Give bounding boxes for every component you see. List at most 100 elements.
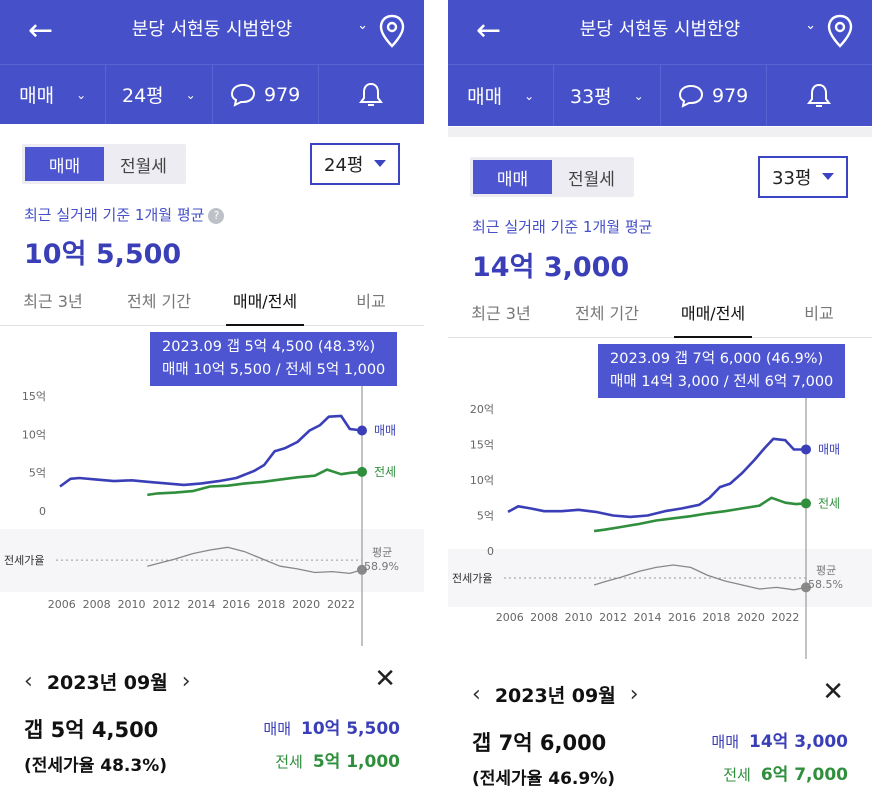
segment-sale[interactable]: 매매 xyxy=(473,160,552,194)
sale-value: 14억 3,000 xyxy=(749,732,848,752)
chevron-right-icon[interactable]: › xyxy=(181,669,191,694)
x-tick-label: 2006 xyxy=(48,598,76,611)
panel-gutter xyxy=(424,0,448,797)
avg-label: 최근 실거래 기준 1개월 평균? xyxy=(24,204,225,225)
size-select[interactable]: 33평 ⌄ xyxy=(554,65,661,126)
comments-button[interactable]: 979 xyxy=(661,65,767,126)
lease-key: 전세 xyxy=(275,753,303,771)
alert-button[interactable] xyxy=(767,65,872,126)
size-dropdown[interactable]: 33평 xyxy=(758,156,848,198)
chevron-left-icon[interactable]: ‹ xyxy=(472,682,481,707)
arrow-left-icon[interactable]: ← xyxy=(476,13,502,48)
help-icon[interactable]: ? xyxy=(208,208,225,224)
chevron-down-icon: ⌄ xyxy=(524,88,535,103)
chevron-down-icon: ⌄ xyxy=(76,87,87,102)
x-tick-label: 2022 xyxy=(327,598,355,611)
panel-33py: ← 분당 서현동 시범한양 ⌄ 매매 ⌄ 33평 ⌄ 979 xyxy=(448,0,872,797)
comments-button[interactable]: 979 xyxy=(213,65,319,124)
speech-bubble-icon xyxy=(230,83,255,107)
x-tick-label: 2012 xyxy=(152,598,180,611)
month-navigator: ‹ 2023년 09월 › xyxy=(24,668,191,695)
ratio-avg-label: 평균 xyxy=(372,546,392,559)
ratio-avg-value: 58.5% xyxy=(808,578,843,591)
filter-bar: 매매 ⌄ 33평 ⌄ 979 xyxy=(448,64,872,126)
lease-price-row: 전세 5억 1,000 xyxy=(275,747,400,772)
trade-type-label: 매매 xyxy=(19,85,55,107)
comments-count: 979 xyxy=(263,83,301,106)
x-tick-label: 2010 xyxy=(565,611,593,624)
x-tick-label: 2006 xyxy=(496,611,524,624)
size-dropdown-value: 24평 xyxy=(324,155,364,176)
avg-label: 최근 실거래 기준 1개월 평균 xyxy=(472,216,652,237)
sale-end-point xyxy=(357,425,367,436)
page-title[interactable]: 분당 서현동 시범한양 xyxy=(131,19,293,40)
segment-lease[interactable]: 전월세 xyxy=(120,156,167,177)
segment-sale[interactable]: 매매 xyxy=(25,147,104,181)
map-pin-icon[interactable] xyxy=(826,14,854,48)
tab-sale-lease[interactable]: 매매/전세 xyxy=(212,284,318,326)
sale-series-line xyxy=(59,414,363,488)
y-tick-label: 0 xyxy=(487,545,494,558)
x-tick-label: 2012 xyxy=(599,611,627,624)
close-icon[interactable]: ✕ xyxy=(822,677,844,707)
avg-price: 14억 3,000 xyxy=(472,252,630,283)
tab-compare[interactable]: 비교 xyxy=(356,292,386,311)
size-dropdown[interactable]: 24평 xyxy=(310,143,400,185)
sale-key: 매매 xyxy=(711,733,739,751)
month-label: 2023년 09월 xyxy=(46,672,168,694)
filter-bar: 매매 ⌄ 24평 ⌄ 979 xyxy=(0,64,424,124)
tab-sale-lease[interactable]: 매매/전세 xyxy=(660,296,766,338)
chevron-right-icon[interactable]: › xyxy=(629,682,639,707)
arrow-left-icon[interactable]: ← xyxy=(28,13,54,48)
y-tick-label: 15억 xyxy=(22,390,46,403)
caret-down-icon xyxy=(822,173,834,180)
tab-all-period[interactable]: 전체 기간 xyxy=(575,304,639,323)
sale-end-point xyxy=(801,444,811,455)
caret-down-icon xyxy=(374,160,386,167)
close-icon[interactable]: ✕ xyxy=(374,664,396,694)
chevron-left-icon[interactable]: ‹ xyxy=(24,669,33,694)
trade-type-select[interactable]: 매매 ⌄ xyxy=(0,65,107,124)
tab-recent-3y[interactable]: 최근 3년 xyxy=(23,292,83,311)
trade-segmented-control: 매매 전월세 xyxy=(22,144,186,184)
tooltip-line-1: 2023.09 갭 7억 6,000 (46.9%) xyxy=(610,351,824,367)
lease-series-line xyxy=(593,496,807,533)
trade-type-select[interactable]: 매매 ⌄ xyxy=(448,65,555,126)
top-bar: ← 분당 서현동 시범한양 ⌄ xyxy=(448,0,872,64)
price-chart-svg[interactable]: 20억 15억 10억 5억 0 2006 2008 2010 2012 2014 2016 2018… xyxy=(448,339,872,659)
chevron-down-icon[interactable]: ⌄ xyxy=(805,18,816,33)
chevron-down-icon[interactable]: ⌄ xyxy=(357,18,368,33)
sale-series-line xyxy=(507,437,806,519)
y-tick-label: 5억 xyxy=(477,510,494,523)
size-select[interactable]: 24평 ⌄ xyxy=(106,65,213,124)
page-title[interactable]: 분당 서현동 시범한양 xyxy=(579,19,741,40)
lease-value: 5억 1,000 xyxy=(312,752,400,772)
y-tick-label: 10억 xyxy=(22,428,46,441)
x-tick-label: 2022 xyxy=(771,611,799,624)
sale-price-row: 매매 14억 3,000 xyxy=(711,727,848,752)
ratio-avg-value: 58.9% xyxy=(364,560,399,573)
price-chart[interactable]: 20억 15억 10억 5억 0 2006 2008 2010 2012 2014 2016 2018… xyxy=(448,339,872,659)
x-tick-label: 2016 xyxy=(668,611,696,624)
ratio-label: 전세가율 xyxy=(4,554,44,567)
tab-recent-3y[interactable]: 최근 3년 xyxy=(471,304,531,323)
alert-button[interactable] xyxy=(319,65,424,124)
lease-series-label: 전세 xyxy=(818,496,840,510)
x-tick-label: 2014 xyxy=(187,598,215,611)
x-tick-label: 2010 xyxy=(118,598,146,611)
speech-bubble-icon xyxy=(678,84,703,108)
price-chart[interactable]: 15억 10억 5억 0 2006 2008 2010 2012 2014 2016 2018 202… xyxy=(0,326,424,646)
x-tick-label: 2018 xyxy=(257,598,285,611)
lease-series-label: 전세 xyxy=(374,465,396,479)
tab-compare[interactable]: 비교 xyxy=(804,304,834,323)
lease-end-point xyxy=(801,498,811,509)
tab-all-period[interactable]: 전체 기간 xyxy=(127,292,191,311)
segment-lease[interactable]: 전월세 xyxy=(568,169,615,190)
map-pin-icon[interactable] xyxy=(378,14,406,48)
price-chart-svg[interactable]: 15억 10억 5억 0 2006 2008 2010 2012 2014 2016 2018 202… xyxy=(0,326,424,646)
comments-count: 979 xyxy=(711,84,749,107)
x-tick-label: 2020 xyxy=(292,598,320,611)
avg-price: 10억 5,500 xyxy=(24,239,182,270)
chevron-down-icon: ⌄ xyxy=(185,87,196,102)
month-label: 2023년 09월 xyxy=(494,685,616,707)
